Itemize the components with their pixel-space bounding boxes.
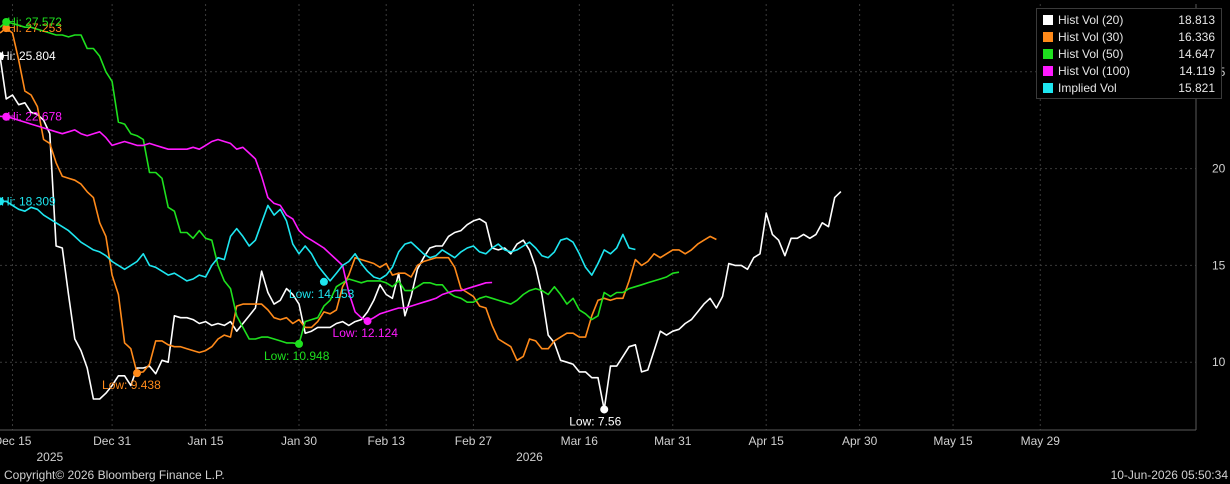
legend-swatch	[1043, 48, 1053, 59]
x-tick-label: Mar 31	[654, 434, 692, 448]
legend-entry: Hist Vol (100) 14.119	[1043, 62, 1215, 79]
legend-value: 14.647	[1178, 46, 1215, 61]
legend-value: 18.813	[1178, 12, 1215, 27]
y-tick-label: 10	[1212, 355, 1226, 369]
copyright-text: Copyright© 2026 Bloomberg Finance L.P.	[4, 468, 225, 482]
legend-label: Hist Vol (50)	[1058, 46, 1124, 61]
x-tick-label: Jan 30	[281, 434, 317, 448]
annotation-markers	[0, 17, 609, 414]
x-tick-label: Jan 15	[188, 434, 224, 448]
series-line-0	[0, 56, 842, 411]
legend-label: Hist Vol (20)	[1058, 12, 1124, 27]
annotation-marker	[2, 17, 11, 26]
annotation-label: Hi: 27.253	[7, 21, 62, 35]
x-axis: Dec 15 Dec 31 Jan 15 Jan 30 Feb 13 Feb 27 Mar …	[0, 434, 1060, 448]
legend-entry: Implied Vol 15.821	[1043, 79, 1215, 96]
x-tick-label: Apr 15	[749, 434, 785, 448]
legend-label: Hist Vol (30)	[1058, 29, 1124, 44]
x-tick-label: May 29	[1021, 434, 1061, 448]
x-tick-label: Feb 27	[455, 434, 493, 448]
annotation-label: Hi: 18.309	[1, 194, 56, 208]
x-tick-label: Feb 13	[368, 434, 406, 448]
annotation-marker	[0, 52, 4, 61]
legend-value: 15.821	[1178, 80, 1215, 95]
annotation-marker	[0, 197, 4, 206]
y-tick-label: 20	[1212, 162, 1226, 176]
annotation-marker	[363, 317, 372, 326]
legend-value: 16.336	[1178, 29, 1215, 44]
annotation-label: Hi: 22.678	[7, 110, 62, 124]
legend-swatch	[1043, 82, 1053, 93]
legend-swatch	[1043, 31, 1053, 42]
y-tick-label: 15	[1212, 258, 1226, 272]
annotation-label: Hi: 25.804	[1, 49, 56, 63]
x-tick-label: Apr 30	[842, 434, 878, 448]
annotation-marker	[2, 112, 11, 121]
grid	[0, 4, 1197, 431]
y-axis: 10152025	[1212, 65, 1226, 369]
annotation-marker	[319, 277, 328, 286]
year-label: 2025	[36, 450, 63, 464]
series-line-3	[0, 115, 493, 322]
legend-entry: Hist Vol (30) 16.336	[1043, 28, 1215, 45]
x-tick-label: Mar 16	[561, 434, 599, 448]
annotation-label: Low: 7.56	[569, 414, 621, 428]
legend-entry: Hist Vol (20) 18.813	[1043, 11, 1215, 28]
legend-entry: Hist Vol (50) 14.647	[1043, 45, 1215, 62]
series-lines	[0, 21, 842, 411]
annotation-label: Low: 10.948	[264, 349, 330, 363]
year-labels: 2025 2026	[36, 450, 543, 464]
timestamp-text: 10-Jun-2026 05:50:34	[1110, 468, 1228, 482]
series-line-4	[0, 200, 636, 282]
legend-swatch	[1043, 14, 1053, 25]
legend-label: Hist Vol (100)	[1058, 63, 1131, 78]
annotation-marker	[2, 24, 11, 33]
annotation-marker	[295, 339, 303, 348]
x-tick-label: Dec 15	[0, 434, 32, 448]
annotation-marker	[600, 405, 609, 414]
series-line-2	[0, 21, 680, 345]
year-label: 2026	[516, 450, 543, 464]
annotation-label: Low: 14.153	[289, 287, 355, 301]
x-tick-label: Dec 31	[93, 434, 131, 448]
legend: Hist Vol (20) 18.813 Hist Vol (30) 16.336 Hi…	[1036, 8, 1222, 99]
x-tick-label: May 15	[933, 434, 973, 448]
legend-swatch	[1043, 65, 1053, 76]
annotation-label: Low: 12.124	[333, 326, 399, 340]
legend-label: Implied Vol	[1058, 80, 1117, 95]
annotation-label: Low: 9.438	[102, 378, 161, 392]
legend-value: 14.119	[1179, 63, 1215, 78]
annotation-label: Hi: 27.572	[7, 15, 62, 29]
annotation-marker	[133, 369, 142, 378]
